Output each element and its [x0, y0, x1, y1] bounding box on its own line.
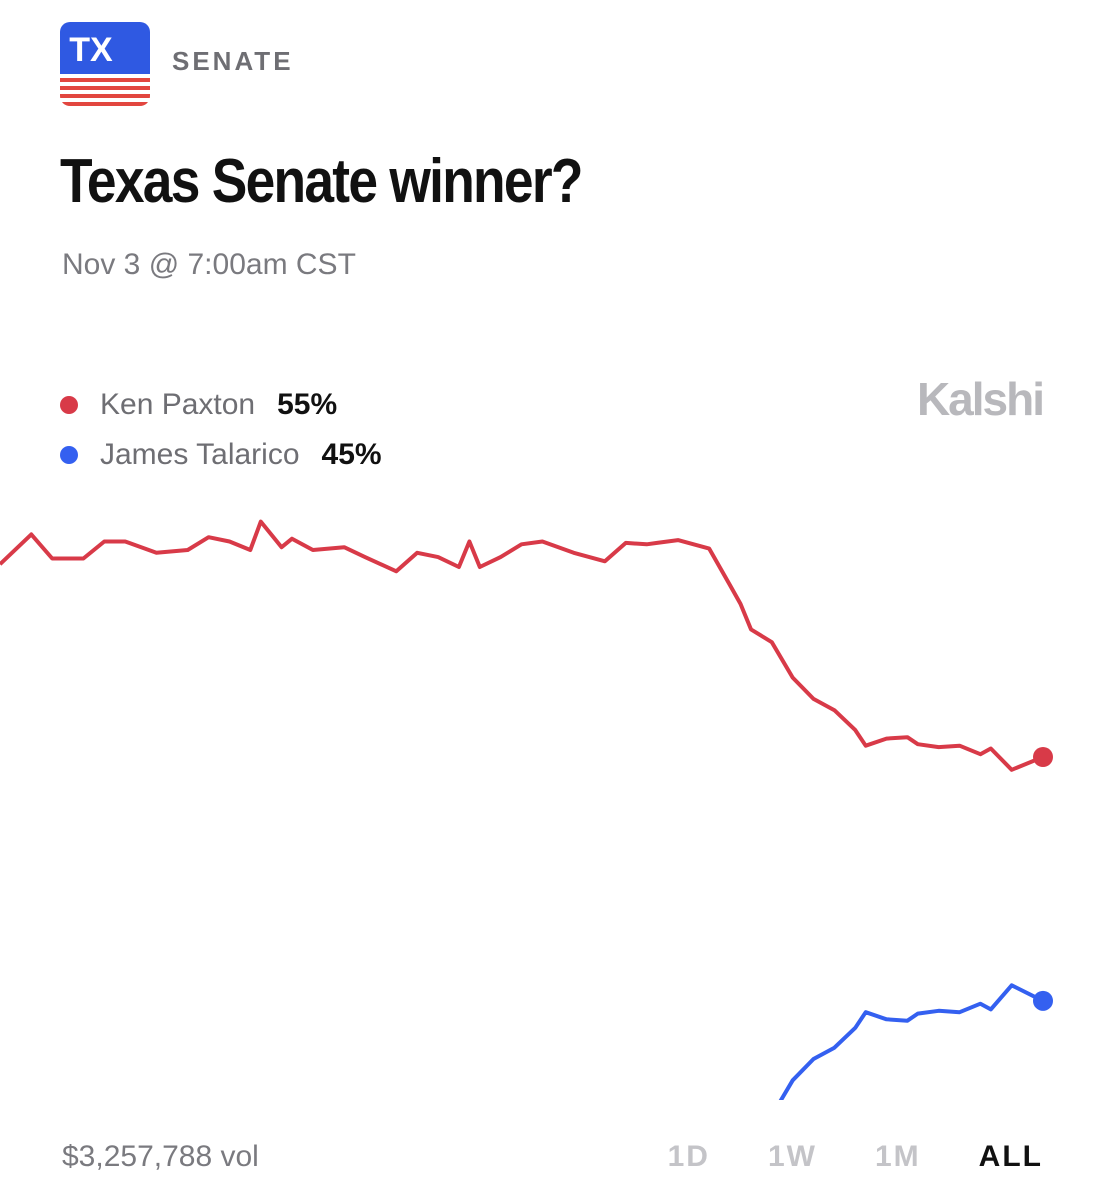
- category-label: SENATE: [172, 46, 294, 76]
- legend-name: James Talarico: [100, 438, 300, 471]
- range-1m-button[interactable]: 1M: [874, 1140, 921, 1173]
- series-endpoint-talarico: [1033, 990, 1053, 1011]
- time-range-selector: 1D 1W 1M ALL: [668, 1140, 1043, 1174]
- badge-text: TX: [69, 31, 113, 69]
- event-date: Nov 3 @ 7:00am CST: [62, 248, 356, 281]
- legend-name: Ken Paxton: [100, 388, 256, 421]
- series-endpoint-paxton: [1033, 747, 1053, 767]
- legend-percent: 45%: [321, 438, 382, 471]
- range-1w-button[interactable]: 1W: [767, 1140, 817, 1173]
- legend-dot-blue: [60, 446, 78, 464]
- kalshi-logo: Kalshi: [916, 373, 1045, 425]
- range-1d-button[interactable]: 1D: [667, 1140, 710, 1173]
- series-line-paxton: [0, 519, 1044, 772]
- chart-legend: Ken Paxton 55% James Talarico 45%: [60, 380, 382, 480]
- legend-item-paxton[interactable]: Ken Paxton 55%: [60, 380, 382, 430]
- volume-label: $3,257,788 vol: [62, 1140, 259, 1173]
- legend-dot-red: [60, 396, 78, 414]
- tx-badge-icon: TX: [60, 22, 150, 106]
- series-line-talarico: [778, 983, 1044, 1100]
- range-all-button[interactable]: ALL: [978, 1140, 1043, 1173]
- legend-percent: 55%: [277, 388, 338, 421]
- legend-item-talarico[interactable]: James Talarico 45%: [60, 430, 382, 480]
- price-chart: [0, 519, 1053, 1100]
- page-title: Texas Senate winner?: [60, 147, 583, 216]
